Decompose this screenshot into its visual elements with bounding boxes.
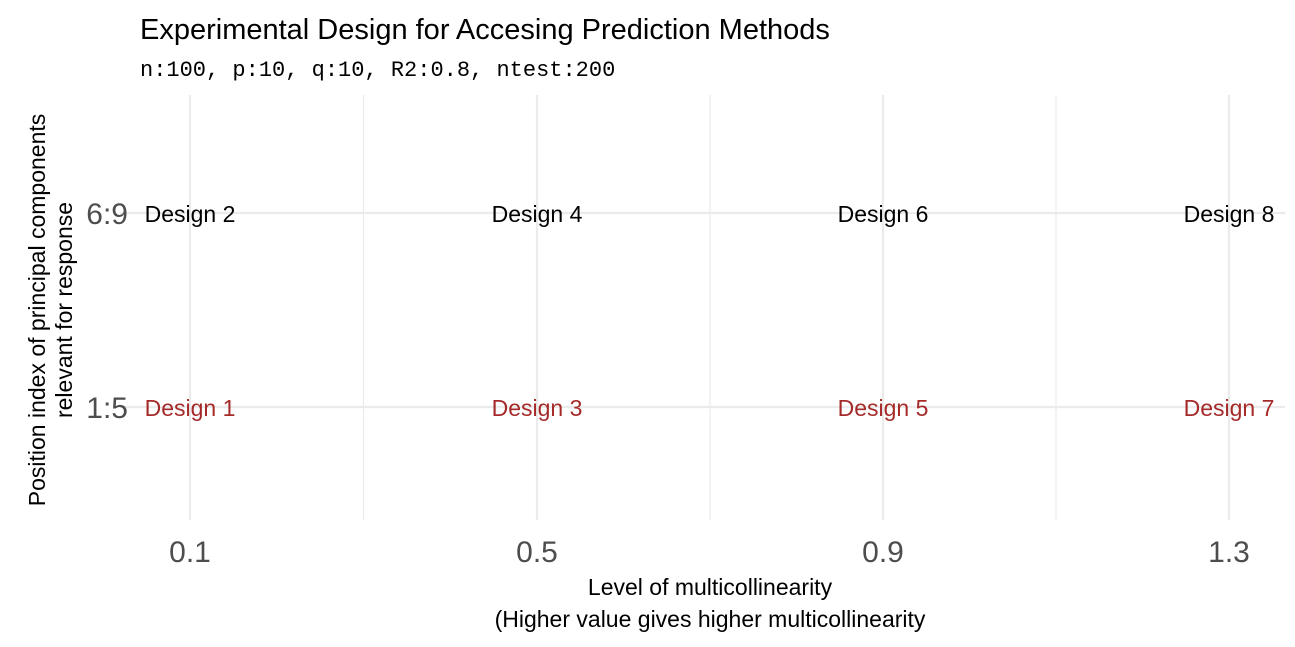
x-tick-label: 0.9 (862, 536, 904, 569)
design-label: Design 5 (838, 395, 929, 421)
x-axis-label-line-1: Level of multicollinearity (588, 574, 833, 600)
y-tick-label: 6:9 (86, 198, 128, 231)
x-tick-label: 1.3 (1208, 536, 1250, 569)
x-tick-label: 0.1 (169, 536, 211, 569)
x-axis-ticks: 0.1 0.5 0.9 1.3 (169, 536, 1250, 569)
x-axis-label-line-2: (Higher value gives higher multicollinea… (495, 606, 926, 632)
grid-lines (120, 95, 1285, 520)
design-label: Design 1 (145, 395, 236, 421)
design-label: Design 3 (492, 395, 583, 421)
y-axis-label-line-1: Position index of principal components (24, 114, 50, 507)
chart-title: Experimental Design for Accesing Predict… (140, 14, 830, 46)
chart-subtitle: n:100, p:10, q:10, R2:0.8, ntest:200 (140, 58, 615, 83)
y-tick-label: 1:5 (86, 392, 128, 425)
design-label: Design 8 (1184, 201, 1275, 227)
design-label: Design 2 (145, 201, 236, 227)
design-labels: Design 1 Design 2 Design 3 Design 4 Design 5… (145, 201, 1275, 421)
design-label: Design 4 (492, 201, 583, 227)
design-label: Design 7 (1184, 395, 1275, 421)
y-axis-ticks: 1:5 6:9 (86, 198, 128, 425)
x-tick-label: 0.5 (516, 536, 558, 569)
design-label: Design 6 (838, 201, 929, 227)
y-axis-label-line-2: relevant for response (51, 202, 77, 418)
